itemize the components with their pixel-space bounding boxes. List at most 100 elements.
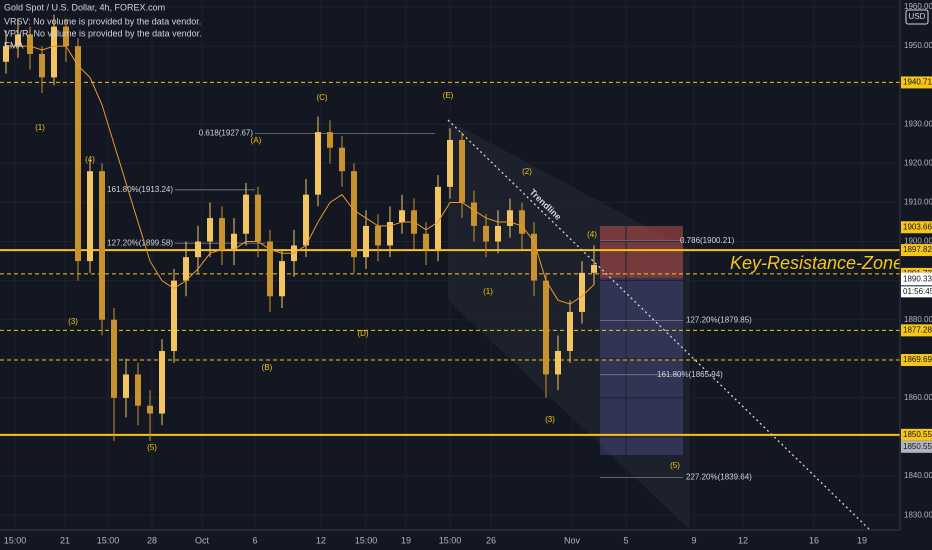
- wave-label: (D): [357, 329, 368, 338]
- fib-label: 227.20%(1839.64): [686, 473, 752, 482]
- price-tag-label: 1850.55: [903, 442, 932, 451]
- fib-label: 161.80%(1913.24): [107, 185, 173, 194]
- candle-body: [135, 374, 141, 406]
- candle-body: [315, 132, 321, 195]
- candle-body: [123, 374, 129, 398]
- y-tick-label: 1880.00: [904, 315, 932, 324]
- wave-label: (C): [316, 93, 327, 102]
- fib-label: 0.786(1900.21): [680, 236, 735, 245]
- candle-body: [435, 186, 441, 250]
- x-tick-label: 15:00: [355, 535, 378, 545]
- candle-body: [531, 233, 537, 281]
- countdown: 01:56:45: [903, 287, 932, 296]
- chart-title: Gold Spot / U.S. Dollar, 4h, FOREX.com: [4, 2, 165, 12]
- wave-label: (E): [443, 91, 454, 100]
- fib-label: 0.618(1927.67): [199, 129, 254, 138]
- candle-body: [159, 350, 165, 414]
- price-tag-label: 1877.28: [903, 325, 932, 334]
- candle-body: [483, 225, 489, 242]
- price-tag-label: 1897.82: [903, 245, 932, 254]
- candle-body: [171, 280, 177, 351]
- candle-body: [591, 265, 597, 273]
- x-tick-label: 26: [486, 535, 496, 545]
- x-tick-label: 15:00: [4, 535, 27, 545]
- wave-label: (5): [670, 461, 680, 470]
- countdown-tag: [901, 286, 932, 298]
- candle-body: [399, 210, 405, 223]
- x-tick-label: 12: [738, 535, 748, 545]
- candle-body: [231, 233, 237, 250]
- y-tick-label: 1830.00: [904, 510, 932, 519]
- candle-body: [39, 53, 45, 78]
- x-tick-label: 15:00: [97, 535, 120, 545]
- y-tick-label: 1960.00: [904, 2, 932, 11]
- x-tick-label: 5: [624, 535, 629, 545]
- candle-body: [555, 350, 561, 375]
- ema-line: [6, 45, 595, 305]
- price-tag: [901, 244, 932, 257]
- y-tick-label: 1950.00: [904, 41, 932, 50]
- zone-label: Key-Resistance-Zone: [730, 253, 903, 273]
- candle-body: [507, 210, 513, 226]
- price-tag: [901, 354, 932, 367]
- price-tag-label: 1903.66: [903, 222, 932, 231]
- stop-box: [600, 226, 683, 278]
- candle-body: [363, 225, 369, 258]
- y-tick-label: 1840.00: [904, 471, 932, 480]
- fib-label: 127.20%(1899.58): [107, 238, 173, 247]
- candle-body: [267, 241, 273, 297]
- x-tick-label: 15:00: [439, 535, 462, 545]
- candle-body: [519, 210, 525, 234]
- candle-body: [15, 34, 21, 47]
- candle-body: [87, 171, 93, 262]
- candle-body: [423, 233, 429, 250]
- x-tick-label: 19: [401, 535, 411, 545]
- x-tick-label: 19: [857, 535, 867, 545]
- wave-label: (2): [522, 167, 532, 176]
- candle-body: [195, 241, 201, 258]
- price-tag: [901, 221, 932, 234]
- wave-label: (B): [262, 363, 273, 372]
- x-tick-label: Nov: [564, 535, 581, 545]
- wave-label: (4): [85, 155, 95, 164]
- indicator: EMA: [4, 40, 24, 50]
- candle-body: [99, 171, 105, 320]
- price-tag-label: 1940.71: [903, 78, 932, 87]
- candle-body: [351, 171, 357, 258]
- wave-label: (5): [147, 443, 157, 452]
- wave-label: (4): [587, 230, 597, 239]
- target-box: [600, 278, 683, 455]
- wave-label: (3): [545, 415, 555, 424]
- currency-box[interactable]: [905, 9, 929, 25]
- price-tag: [901, 76, 932, 89]
- y-tick-label: 1860.00: [904, 393, 932, 402]
- candle-body: [375, 225, 381, 246]
- y-tick-label: 1920.00: [904, 158, 932, 167]
- price-tag: [901, 324, 932, 337]
- x-tick-label: 12: [316, 535, 326, 545]
- fib-label: 161.80%(1865.94): [657, 370, 723, 379]
- candle-body: [459, 139, 465, 203]
- x-tick-label: Oct: [195, 535, 210, 545]
- wave-label: (1): [483, 287, 493, 296]
- candle-body: [339, 147, 345, 172]
- candle-body: [147, 405, 153, 414]
- candle-body: [63, 26, 69, 47]
- candle-body: [75, 46, 81, 262]
- price-tag-label: 1850.55: [903, 430, 932, 439]
- wave-label: (3): [68, 317, 78, 326]
- price-tag-label: 1890.33: [903, 274, 932, 283]
- x-tick-label: 21: [60, 535, 70, 545]
- indicator: VPVR: No volume is provided by the data …: [4, 28, 202, 38]
- wave-label: (A): [251, 136, 262, 145]
- candle-body: [387, 222, 393, 246]
- price-tag: [901, 428, 932, 441]
- candle-body: [255, 194, 261, 242]
- candle-body: [207, 218, 213, 242]
- x-tick-label: 16: [809, 535, 819, 545]
- y-tick-label: 1910.00: [904, 198, 932, 207]
- candle-body: [27, 34, 33, 54]
- candle-body: [543, 280, 549, 375]
